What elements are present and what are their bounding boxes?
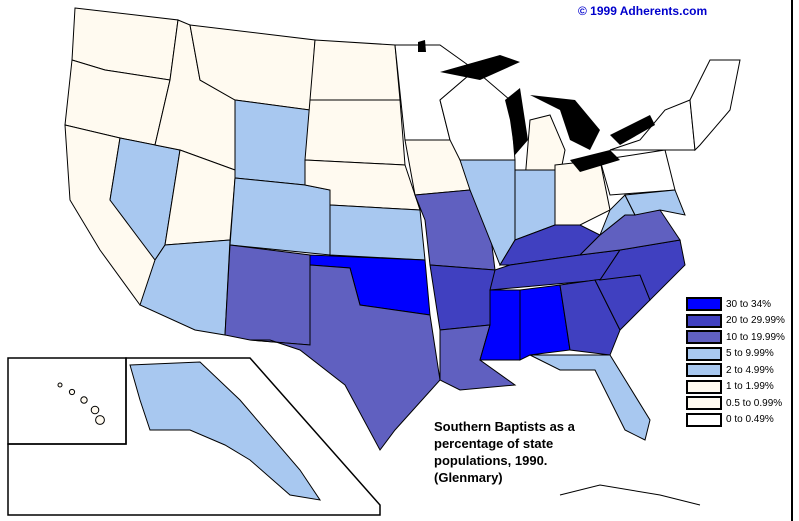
legend-swatch xyxy=(686,396,722,411)
legend-item: 0.5 to 0.99% xyxy=(686,395,785,412)
legend-swatch xyxy=(686,313,722,328)
state-ne-states xyxy=(689,59,741,152)
legend-item: 2 to 4.99% xyxy=(686,362,785,379)
map-caption: Southern Baptists as a percentage of sta… xyxy=(434,418,604,486)
hawaii-island xyxy=(57,382,63,388)
hawaii-island xyxy=(68,388,76,396)
legend-item: 1 to 1.99% xyxy=(686,379,785,396)
state-ar xyxy=(429,264,496,331)
caption-line: Southern Baptists as a xyxy=(434,419,575,434)
state-nd xyxy=(309,39,401,101)
state-ga xyxy=(559,279,621,356)
state-nm xyxy=(224,244,311,346)
lake xyxy=(505,88,528,155)
state-co xyxy=(229,177,331,256)
legend-label: 20 to 29.99% xyxy=(726,315,785,327)
alaska-inset xyxy=(7,357,381,516)
lake xyxy=(440,55,520,80)
legend-swatch xyxy=(686,412,722,427)
lake xyxy=(530,95,600,150)
legend-label: 0 to 0.49% xyxy=(726,414,774,426)
lake xyxy=(610,115,655,145)
caption-line: (Glenmary) xyxy=(434,470,503,485)
legend-swatch xyxy=(686,363,722,378)
state-wy xyxy=(234,99,311,186)
caption-line: percentage of state xyxy=(434,436,554,451)
state-ak xyxy=(129,361,322,501)
hawaii-island xyxy=(80,396,88,404)
legend-label: 0.5 to 0.99% xyxy=(726,397,783,409)
copyright: © 1999 Adherents.com xyxy=(578,4,708,18)
legend-label: 10 to 19.99% xyxy=(726,331,785,343)
legend-item: 10 to 19.99% xyxy=(686,329,785,346)
legend-item: 5 to 9.99% xyxy=(686,346,785,363)
lake xyxy=(418,40,426,52)
hawaii-island xyxy=(95,415,105,425)
legend-swatch xyxy=(686,330,722,345)
state-tx xyxy=(249,264,441,451)
legend-swatch xyxy=(686,297,722,312)
legend: 30 to 34% 20 to 29.99% 10 to 19.99% 5 to… xyxy=(686,296,785,428)
frame-line xyxy=(791,0,793,521)
state-md xyxy=(624,189,686,216)
state-ms xyxy=(479,289,521,361)
state-al xyxy=(519,284,571,361)
legend-swatch xyxy=(686,346,722,361)
state-ks xyxy=(329,204,426,261)
caption-line: populations, 1990. xyxy=(434,453,548,468)
state-fl xyxy=(529,354,651,441)
legend-item: 30 to 34% xyxy=(686,296,785,313)
legend-item: 20 to 29.99% xyxy=(686,313,785,330)
legend-swatch xyxy=(686,379,722,394)
legend-label: 2 to 4.99% xyxy=(726,364,774,376)
lake xyxy=(570,150,620,172)
legend-label: 5 to 9.99% xyxy=(726,348,774,360)
legend-item: 0 to 0.49% xyxy=(686,412,785,429)
hawaii-inset xyxy=(7,357,127,445)
cuba-coast xyxy=(559,484,701,506)
legend-label: 30 to 34% xyxy=(726,298,772,310)
state-sd xyxy=(304,99,406,166)
legend-label: 1 to 1.99% xyxy=(726,381,774,393)
hawaii-island xyxy=(90,405,100,415)
